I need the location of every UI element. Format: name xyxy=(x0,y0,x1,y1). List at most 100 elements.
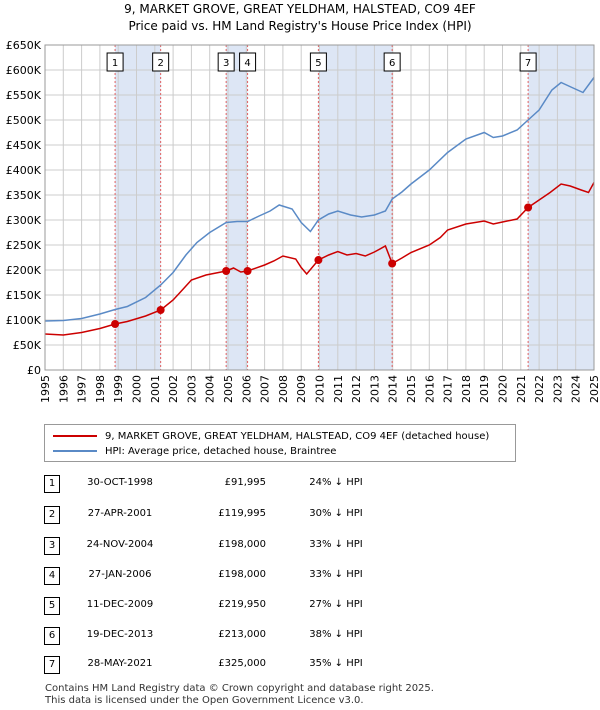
sale-number-badge: 1 xyxy=(44,475,60,493)
sale-point xyxy=(111,320,120,329)
sale-point xyxy=(314,256,323,265)
legend-swatch-property xyxy=(53,435,97,437)
x-tick-label: 2010 xyxy=(314,375,327,403)
sale-date: 11-DEC-2009 xyxy=(86,599,154,610)
sale-price: £198,000 xyxy=(218,539,266,550)
sale-date: 24-NOV-2004 xyxy=(86,539,154,550)
x-tick-label: 2005 xyxy=(222,375,235,403)
sale-label-number: 2 xyxy=(157,58,163,69)
sale-number-badge: 7 xyxy=(44,656,60,674)
x-tick-label: 1997 xyxy=(76,375,89,403)
sale-date: 30-OCT-1998 xyxy=(87,477,153,488)
y-tick-label: £200K xyxy=(6,264,42,277)
table-row: 5 11-DEC-2009 £219,950 27% ↓ HPI xyxy=(0,597,600,617)
table-row: 4 27-JAN-2006 £198,000 33% ↓ HPI xyxy=(0,567,600,587)
y-tick-label: £150K xyxy=(6,289,42,302)
sale-point xyxy=(156,306,165,315)
x-tick-label: 1999 xyxy=(112,375,125,403)
x-tick-label: 2011 xyxy=(332,375,345,403)
table-row: 1 30-OCT-1998 £91,995 24% ↓ HPI xyxy=(0,475,600,495)
property-price-line xyxy=(44,182,595,336)
sale-label-box xyxy=(106,52,124,72)
x-tick-label: 2024 xyxy=(570,375,583,403)
chart-title: 9, MARKET GROVE, GREAT YELDHAM, HALSTEAD… xyxy=(124,2,476,16)
sale-price: £325,000 xyxy=(218,658,266,669)
x-tick-label: 2002 xyxy=(167,375,180,403)
sale-date: 28-MAY-2021 xyxy=(87,658,153,669)
sale-point xyxy=(222,267,231,275)
x-tick-label: 2025 xyxy=(588,375,600,403)
x-tick-label: 2022 xyxy=(533,375,546,403)
sale-label-box xyxy=(309,52,327,72)
sale-price: £119,995 xyxy=(218,508,266,519)
sale-price: £91,995 xyxy=(224,477,266,488)
y-tick-label: £600K xyxy=(6,64,42,77)
x-tick-label: 2012 xyxy=(350,375,363,403)
sale-date: 27-APR-2001 xyxy=(87,508,153,519)
sale-number-badge: 2 xyxy=(44,506,60,524)
x-tick-label: 2020 xyxy=(497,375,510,403)
y-tick-label: £50K xyxy=(13,339,42,352)
y-tick-label: £550K xyxy=(6,89,42,102)
x-tick-label: 2009 xyxy=(295,375,308,403)
y-tick-label: £0 xyxy=(27,364,41,377)
table-row: 7 28-MAY-2021 £325,000 35% ↓ HPI xyxy=(0,656,600,676)
x-tick-label: 2021 xyxy=(515,375,528,403)
sale-price: £213,000 xyxy=(218,629,266,640)
x-tick-label: 2015 xyxy=(405,375,418,403)
legend: 9, MARKET GROVE, GREAT YELDHAM, HALSTEAD… xyxy=(44,424,516,462)
y-tick-label: £650K xyxy=(6,39,42,52)
sale-hpi-diff: 30% ↓ HPI xyxy=(309,508,363,519)
sale-label-box xyxy=(383,52,401,72)
sale-hpi-diff: 33% ↓ HPI xyxy=(309,539,363,550)
sale-label-box xyxy=(519,52,537,72)
y-tick-label: £100K xyxy=(6,314,42,327)
sale-price: £219,950 xyxy=(218,599,266,610)
legend-item-property: 9, MARKET GROVE, GREAT YELDHAM, HALSTEAD… xyxy=(53,429,489,443)
x-tick-label: 2004 xyxy=(204,375,217,403)
x-tick-label: 2001 xyxy=(149,375,162,403)
y-tick-label: £450K xyxy=(6,139,42,152)
sale-hpi-diff: 35% ↓ HPI xyxy=(309,658,363,669)
x-tick-label: 2008 xyxy=(277,375,290,403)
sale-number-badge: 3 xyxy=(44,537,60,555)
y-tick-label: £400K xyxy=(6,164,42,177)
hpi-line xyxy=(44,77,595,322)
price-chart: £0 £50K £100K £150K £200K £250K £300K £350K £400… xyxy=(6,39,600,403)
x-tick-label: 2006 xyxy=(240,375,253,403)
sale-date: 27-JAN-2006 xyxy=(88,569,152,580)
x-tick-label: 2017 xyxy=(442,375,455,403)
x-tick-label: 2013 xyxy=(368,375,381,403)
y-tick-label: £350K xyxy=(6,189,42,202)
y-tick-label: £250K xyxy=(6,239,42,252)
x-tick-label: 2023 xyxy=(551,375,564,403)
sale-hpi-diff: 33% ↓ HPI xyxy=(309,569,363,580)
sale-label-box xyxy=(152,52,170,72)
sale-hpi-diff: 38% ↓ HPI xyxy=(309,629,363,640)
y-tick-label: £300K xyxy=(6,214,42,227)
legend-swatch-hpi xyxy=(53,450,97,452)
sale-hpi-diff: 27% ↓ HPI xyxy=(309,599,363,610)
footer-copyright: Contains HM Land Registry data © Crown c… xyxy=(45,683,434,694)
x-tick-label: 2019 xyxy=(478,375,491,403)
table-row: 2 27-APR-2001 £119,995 30% ↓ HPI xyxy=(0,506,600,526)
x-tick-label: 1995 xyxy=(39,375,52,403)
table-row: 3 24-NOV-2004 £198,000 33% ↓ HPI xyxy=(0,537,600,557)
x-tick-label: 2018 xyxy=(460,375,473,403)
x-tick-label: 1996 xyxy=(57,375,70,403)
x-tick-label: 2016 xyxy=(423,375,436,403)
sale-hpi-diff: 24% ↓ HPI xyxy=(309,477,363,488)
legend-label-hpi: HPI: Average price, detached house, Brai… xyxy=(105,445,337,457)
sale-point xyxy=(243,267,252,275)
sale-label-number: 4 xyxy=(244,58,250,69)
sale-label-box xyxy=(217,52,235,72)
x-tick-label: 2003 xyxy=(185,375,198,403)
sale-number-badge: 4 xyxy=(44,567,60,585)
shaded-period xyxy=(115,45,161,370)
chart-subtitle: Price paid vs. HM Land Registry's House … xyxy=(128,19,472,33)
sale-label-box xyxy=(239,52,257,72)
sale-number-badge: 5 xyxy=(44,597,60,615)
table-row: 6 19-DEC-2013 £213,000 38% ↓ HPI xyxy=(0,627,600,647)
sale-label-number: 6 xyxy=(389,58,395,69)
legend-item-hpi: HPI: Average price, detached house, Brai… xyxy=(53,444,336,458)
